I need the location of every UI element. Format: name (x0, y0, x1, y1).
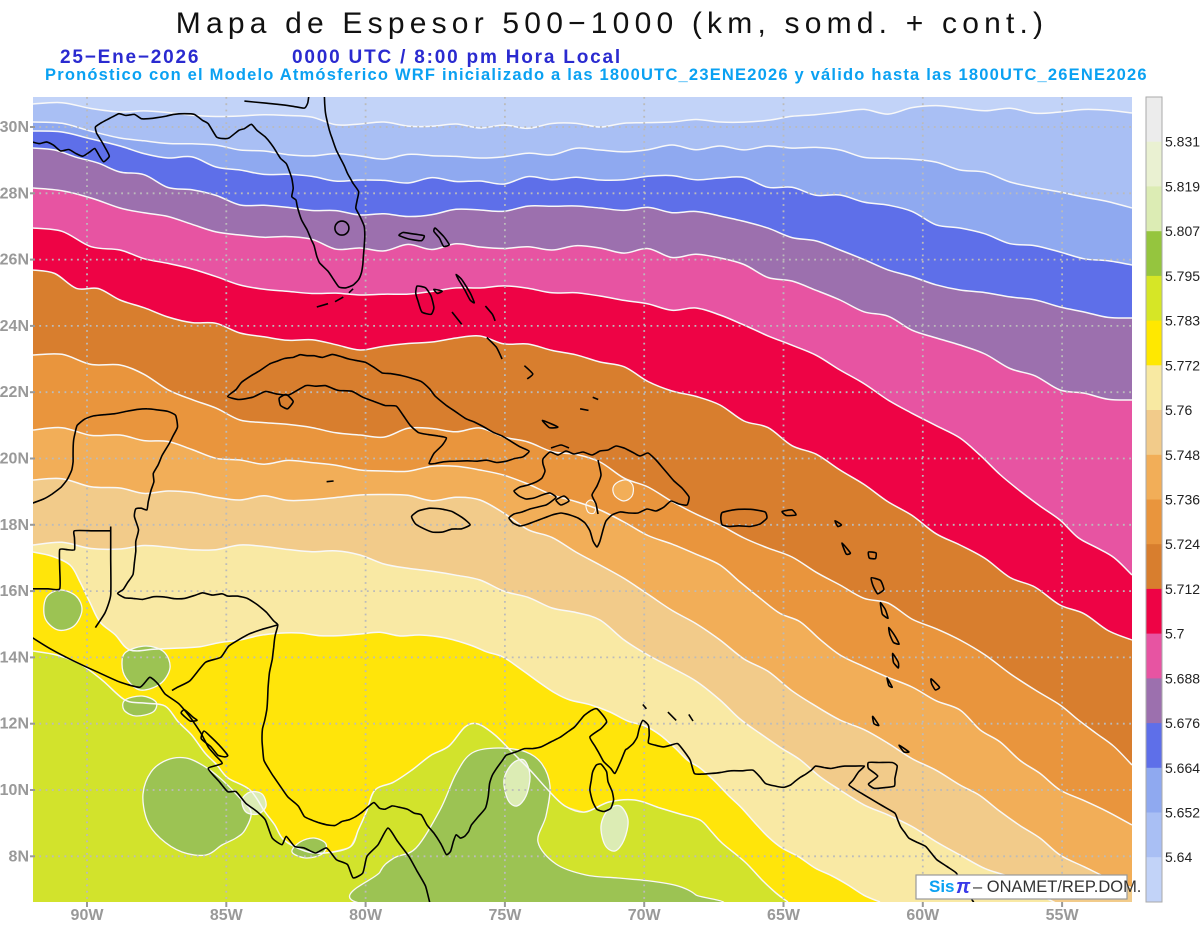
svg-text:Pronóstico con el Modelo Atmós: Pronóstico con el Modelo Atmósferico WRF… (45, 66, 1148, 84)
svg-text:5.652: 5.652 (1165, 805, 1200, 821)
svg-text:26N: 26N (0, 252, 29, 269)
svg-text:5.64: 5.64 (1165, 849, 1192, 865)
svg-text:12N: 12N (0, 716, 29, 733)
svg-text:80W: 80W (349, 907, 383, 924)
svg-text:30N: 30N (0, 119, 29, 136)
svg-text:5.807: 5.807 (1165, 223, 1200, 239)
svg-text:65W: 65W (767, 907, 801, 924)
svg-text:5.712: 5.712 (1165, 581, 1200, 597)
svg-text:24N: 24N (0, 318, 29, 335)
svg-text:5.783: 5.783 (1165, 313, 1200, 329)
svg-text:5.772: 5.772 (1165, 357, 1200, 373)
svg-text:5.724: 5.724 (1165, 536, 1200, 552)
svg-text:55W: 55W (1046, 907, 1080, 924)
svg-text:60W: 60W (906, 907, 940, 924)
svg-text:0000 UTC / 8:00 pm Hora Local: 0000 UTC / 8:00 pm Hora Local (292, 47, 622, 68)
svg-text:22N: 22N (0, 384, 29, 401)
svg-text:5.795: 5.795 (1165, 268, 1200, 284)
svg-text:– ONAMET/REP.DOM.: – ONAMET/REP.DOM. (973, 878, 1141, 896)
svg-text:90W: 90W (71, 907, 105, 924)
svg-text:10N: 10N (0, 782, 29, 799)
svg-text:18N: 18N (0, 517, 29, 534)
svg-text:5.7: 5.7 (1165, 626, 1185, 642)
svg-text:5.748: 5.748 (1165, 447, 1200, 463)
svg-text:75W: 75W (488, 907, 522, 924)
svg-text:Mapa de Espesor 500−1000 (km,: Mapa de Espesor 500−1000 (km, somd. + co… (176, 7, 1048, 40)
svg-text:5.664: 5.664 (1165, 760, 1200, 776)
svg-text:5.819: 5.819 (1165, 178, 1200, 194)
svg-text:85W: 85W (210, 907, 244, 924)
svg-text:5.688: 5.688 (1165, 670, 1200, 686)
svg-text:5.736: 5.736 (1165, 492, 1200, 508)
svg-text:70W: 70W (628, 907, 662, 924)
svg-text:Sis: Sis (929, 877, 955, 896)
svg-text:5.831: 5.831 (1165, 134, 1200, 150)
svg-text:5.76: 5.76 (1165, 402, 1192, 418)
svg-text:16N: 16N (0, 583, 29, 600)
svg-text:28N: 28N (0, 185, 29, 202)
svg-text:π: π (956, 876, 971, 898)
svg-text:8N: 8N (9, 848, 29, 865)
svg-text:5.676: 5.676 (1165, 715, 1200, 731)
svg-text:14N: 14N (0, 649, 29, 666)
svg-text:20N: 20N (0, 451, 29, 468)
svg-text:25−Ene−2026: 25−Ene−2026 (60, 47, 200, 68)
